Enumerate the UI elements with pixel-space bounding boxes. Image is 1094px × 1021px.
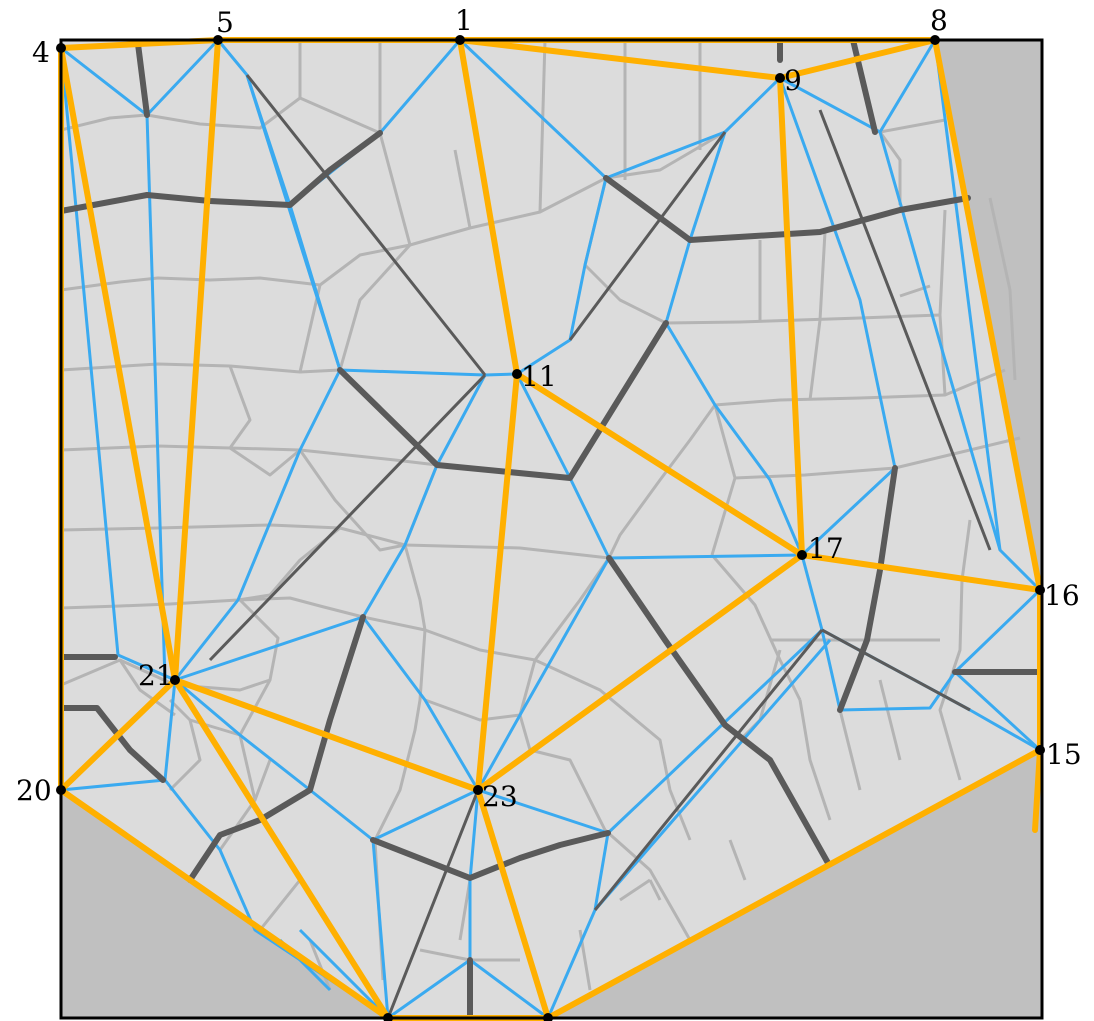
vertex-dot-bottom-right	[543, 1013, 553, 1021]
vertex-dot-5	[213, 35, 223, 45]
vertex-dot-bottom-left	[383, 1013, 393, 1021]
vertex-dot-1	[455, 35, 465, 45]
vertex-label-11: 11	[521, 360, 557, 393]
vertex-dot-16	[1035, 585, 1045, 595]
vertex-dot-15	[1035, 745, 1045, 755]
vertex-label-23: 23	[482, 780, 518, 813]
vertex-label-8: 8	[930, 4, 948, 37]
vertex-label-4: 4	[32, 36, 50, 69]
vertex-label-20: 20	[16, 774, 52, 807]
vertex-label-9: 9	[784, 64, 802, 97]
vertex-dot-9	[775, 73, 785, 83]
vertex-label-1: 1	[455, 4, 473, 37]
vertex-label-16: 16	[1044, 579, 1080, 612]
dark-thin-creases	[208, 74, 992, 1019]
vertex-dot-20	[56, 785, 66, 795]
vertex-labels: 1 4 5 8 9 11 15 16 17 20 21 23	[16, 4, 1082, 813]
vertex-label-17: 17	[808, 532, 844, 565]
vertex-dots	[56, 35, 1045, 1021]
vertex-dot-17	[797, 550, 807, 560]
dark-thick-creases	[58, 37, 1043, 1021]
vertex-label-5: 5	[216, 6, 234, 39]
vertex-dot-21	[170, 675, 180, 685]
vertex-dot-4	[56, 43, 66, 53]
vertex-dot-23	[473, 785, 483, 795]
vertex-dot-11	[512, 369, 522, 379]
vertex-label-15: 15	[1046, 738, 1082, 771]
vertex-dot-8	[930, 35, 940, 45]
vertex-label-21: 21	[138, 659, 174, 692]
